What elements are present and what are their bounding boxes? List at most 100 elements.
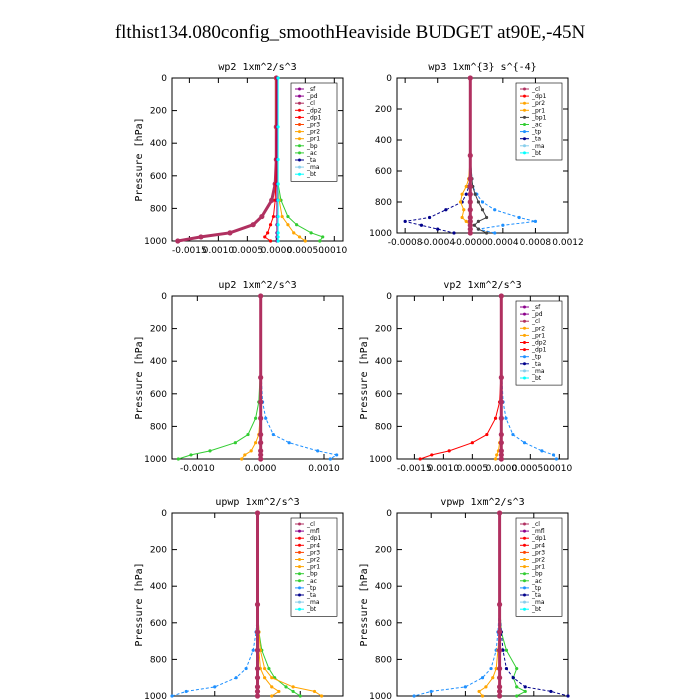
legend-marker (298, 607, 301, 611)
data-point (467, 152, 473, 159)
data-point (276, 157, 280, 162)
legend-label: _pd (531, 311, 543, 318)
x-tick-label: -0.0015 (172, 246, 207, 256)
data-point (234, 676, 238, 680)
data-point (491, 676, 495, 680)
x-tick-label: 0.0008 (520, 238, 552, 248)
y-axis-label: Pressure [hPa] (134, 117, 145, 201)
data-point (467, 191, 473, 197)
data-point (189, 453, 193, 457)
legend-label: _pr2 (531, 557, 545, 564)
data-point (467, 218, 473, 224)
data-point (467, 75, 473, 81)
legend-marker (298, 565, 301, 569)
y-tick-label: 1000 (369, 229, 392, 239)
data-point (495, 453, 499, 457)
legend-label: _ta (531, 136, 541, 143)
data-point (270, 694, 274, 698)
data-point (497, 675, 503, 681)
data-point (493, 208, 497, 212)
legend-marker (523, 341, 526, 344)
y-tick-label: 1000 (144, 455, 167, 465)
legend-label: _dp1 (306, 535, 322, 542)
data-point (472, 223, 476, 227)
data-point (480, 208, 485, 212)
legend-label: _bp (306, 143, 318, 150)
legend-marker (298, 144, 301, 148)
data-point (476, 227, 481, 231)
series-line (420, 295, 502, 460)
data-point (328, 457, 332, 461)
legend-marker (298, 536, 301, 540)
data-point (515, 685, 519, 689)
legend-label: _ta (306, 592, 316, 599)
y-tick-label: 600 (150, 619, 167, 629)
data-point (258, 452, 264, 458)
data-point (511, 432, 515, 437)
chart-panel-5: vpwp 1xm^2/s^3 Pressure [hPa] 0 200 400 600 80… (359, 497, 570, 700)
data-point (250, 222, 256, 228)
data-point (316, 449, 320, 453)
legend-label: _bt (531, 606, 542, 613)
data-point (464, 192, 468, 196)
legend-label: _ac (306, 150, 317, 157)
legend-marker (523, 355, 526, 359)
y-tick-label: 0 (161, 74, 167, 84)
data-point (258, 431, 264, 438)
data-point (254, 601, 261, 608)
legend-label: _ta (531, 592, 541, 599)
data-point (566, 694, 570, 698)
legend-marker (523, 543, 526, 547)
x-tick-label: 0.0005 (232, 246, 264, 256)
data-point (297, 235, 302, 239)
y-axis-label: Pressure [hPa] (359, 562, 370, 646)
data-point (515, 694, 519, 698)
data-point (284, 685, 288, 689)
data-point (484, 215, 489, 220)
data-point (312, 689, 317, 694)
data-point (254, 665, 261, 672)
legend-label: _ta (531, 361, 541, 368)
plot-frame (171, 77, 344, 242)
data-point (460, 215, 464, 220)
legend-marker (298, 600, 301, 604)
y-tick-label: 200 (150, 107, 167, 117)
legend-label: _pr1 (531, 107, 545, 114)
data-point (271, 214, 276, 219)
data-point (318, 239, 322, 243)
legend-marker (298, 572, 301, 576)
legend-marker (523, 536, 526, 540)
x-tick-label: 0.0000 (486, 464, 518, 474)
data-point (321, 235, 325, 239)
x-tick-label: 0.0004 (487, 238, 519, 248)
legend-label: _bt (306, 171, 317, 178)
chart-title: wp2 1xm^2/s^3 (218, 62, 296, 73)
legend-label: _tp (531, 129, 541, 136)
data-point (258, 399, 264, 405)
series-line (264, 78, 277, 242)
legend-label: _tp (531, 354, 541, 361)
data-point (447, 449, 451, 453)
y-tick-label: 200 (150, 546, 167, 556)
data-point (498, 374, 504, 381)
data-point (540, 449, 544, 453)
data-point (467, 230, 473, 236)
data-point (403, 219, 407, 223)
legend-marker (298, 123, 301, 126)
legend-marker (523, 319, 526, 323)
y-tick-label: 200 (375, 546, 392, 556)
data-point (504, 666, 509, 671)
data-point (498, 448, 504, 454)
data-point (280, 214, 284, 219)
x-tick-label: 0.0000 (261, 246, 293, 256)
legend-label: _cl (531, 318, 540, 325)
x-tick-label: -0.0010 (180, 464, 215, 474)
data-point (266, 231, 270, 235)
data-point (493, 231, 497, 235)
legend-label: _pr4 (531, 542, 545, 549)
plot-frame (171, 295, 344, 460)
legend-label: _ac (306, 578, 317, 585)
data-point (170, 694, 174, 698)
y-tick-label: 400 (375, 357, 392, 367)
data-point (467, 207, 473, 213)
